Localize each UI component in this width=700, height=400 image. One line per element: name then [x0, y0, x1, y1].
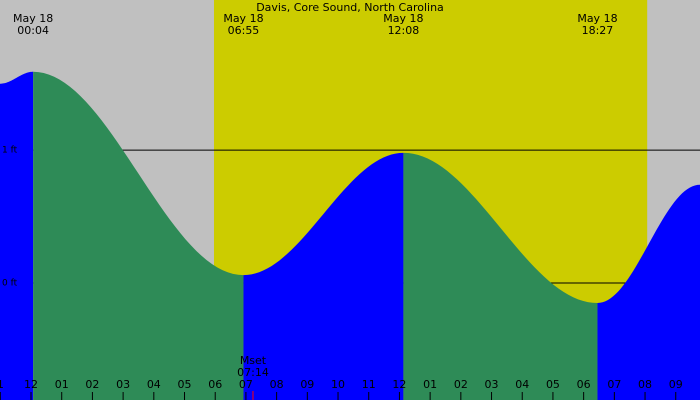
x-tick-label: 01 — [423, 378, 437, 391]
rising-tide — [243, 152, 404, 400]
rising-tide — [597, 184, 700, 400]
x-tick-label: 12 — [392, 378, 406, 391]
x-tick-label: 05 — [178, 378, 192, 391]
x-tick-label: 05 — [546, 378, 560, 391]
x-tick-label: 1 — [0, 378, 4, 391]
moonset-label: Mset — [240, 354, 267, 367]
x-tick-label: 10 — [331, 378, 345, 391]
event-date: May 18 — [383, 12, 423, 25]
falling-tide — [403, 152, 598, 400]
x-tick-label: 04 — [515, 378, 529, 391]
x-tick-label: 03 — [116, 378, 130, 391]
x-tick-label: 12 — [24, 378, 38, 391]
chart-title: Davis, Core Sound, North Carolina — [256, 1, 444, 14]
x-tick-label: 01 — [55, 378, 69, 391]
x-tick-label: 06 — [208, 378, 222, 391]
x-tick-label: 06 — [577, 378, 591, 391]
x-tick-label: 08 — [638, 378, 652, 391]
falling-tide — [33, 71, 244, 400]
x-tick-label: 09 — [300, 378, 314, 391]
event-date: May 18 — [223, 12, 263, 25]
event-time: 00:04 — [17, 24, 49, 37]
x-tick-label: 09 — [669, 378, 683, 391]
x-tick-label: 07 — [239, 378, 253, 391]
y-tick-label: 0 ft — [2, 279, 18, 289]
x-tick-label: 04 — [147, 378, 161, 391]
event-date: May 18 — [577, 12, 617, 25]
x-tick-label: 02 — [454, 378, 468, 391]
event-time: 06:55 — [228, 24, 260, 37]
y-tick-label: 1 ft — [2, 146, 18, 156]
event-time: 12:08 — [388, 24, 420, 37]
event-date: May 18 — [13, 12, 53, 25]
rising-tide — [0, 71, 34, 400]
x-tick-label: 02 — [85, 378, 99, 391]
moonset-time: 07:14 — [237, 366, 269, 379]
x-tick-label: 03 — [485, 378, 499, 391]
x-tick-label: 08 — [270, 378, 284, 391]
x-tick-label: 11 — [362, 378, 376, 391]
x-tick-label: 07 — [607, 378, 621, 391]
event-time: 18:27 — [582, 24, 614, 37]
